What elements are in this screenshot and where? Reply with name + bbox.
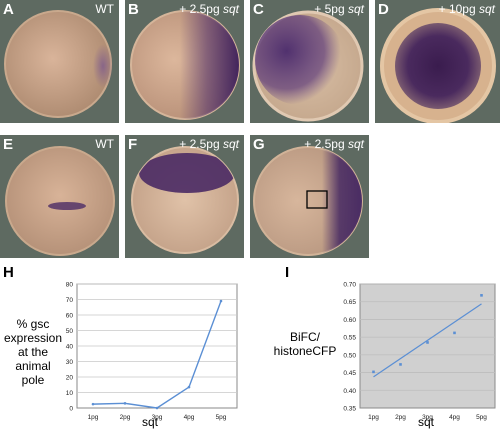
data-point [219,299,223,303]
y-tick-label: 0.70 [343,282,356,289]
y-axis-label-i: BiFC/ histoneCFP [273,330,337,358]
embryo-image-g [253,146,363,256]
panel-a: A WT [0,0,119,123]
x-axis-label-i: sqt [418,415,435,429]
plot-area [359,283,496,409]
panel-caption: + 5pg sqt [314,2,364,16]
chart-i: 0.35 0.40 0.45 0.50 0.55 0.60 0.65 0.70 1pg 2pg 3p… [343,282,496,421]
chart-h: 0 10 20 30 40 50 60 70 80 1pg 2pg 3pg 4pg 5pg [66,282,238,421]
panel-caption: + 2.5pg sqt [304,137,364,151]
data-point [187,385,191,389]
panel-label: G [253,136,265,153]
data-point [91,402,95,406]
y-tick-label: 20 [66,375,74,382]
y-tick-label: 70 [66,297,74,304]
panel-g: G + 2.5pg sqt [250,135,369,258]
x-tick-label: 2pg [120,414,131,421]
panel-f: F + 2.5pg sqt [125,135,244,258]
panel-caption: + 2.5pg sqt [179,137,239,151]
data-point [480,294,483,297]
data-point [372,370,375,374]
y-tick-label: 0 [69,406,73,413]
panel-label: D [378,1,389,18]
embryo-image-f [131,146,239,254]
y-tick-label: 0.50 [343,352,356,359]
y-axis-label-h: % gsc expression at the animal pole [3,317,63,387]
panel-label: E [3,136,14,153]
x-tick-label: 4pg [449,414,460,421]
panel-label: B [128,1,139,18]
embryo-image-a [4,10,113,118]
trend-line [373,303,482,378]
embryo-image-c [252,10,364,122]
y-tick-label: 0.55 [343,335,356,342]
panel-label: F [128,136,138,153]
data-point [399,363,402,366]
y-tick-label: 0.60 [343,317,356,324]
x-tick-label: 1pg [88,414,99,421]
y-tick-label: 0.40 [343,388,356,395]
embryo-image-b [130,10,240,120]
data-point [123,402,127,405]
x-tick-label: 2pg [395,414,406,421]
embryo-image-d [380,8,496,123]
panel-caption: + 10pg sqt [438,2,495,16]
data-point [155,406,159,410]
y-tick-label: 60 [66,313,74,320]
data-point [453,331,456,335]
x-tick-label: 5pg [216,414,227,421]
data-point [426,341,429,344]
x-tick-label: 3pg [152,414,163,421]
panel-b: B + 2.5pg sqt [125,0,244,123]
graph-label-h: H [3,264,14,281]
panel-e: E WT [0,135,119,258]
graph-label-i: I [285,264,290,281]
panel-caption: WT [95,137,114,151]
panel-label: C [253,1,264,18]
x-tick-label: 3pg [422,414,433,421]
panel-d: D + 10pg sqt [375,0,500,123]
x-tick-label: 5pg [476,414,487,421]
embryo-image-e [5,146,115,256]
x-tick-label: 1pg [368,414,379,421]
y-tick-label: 10 [66,390,74,397]
y-tick-label: 40 [66,344,74,351]
y-tick-label: 30 [66,359,74,366]
y-tick-label: 0.65 [343,299,356,306]
y-tick-label: 0.45 [343,370,356,377]
x-axis-label-h: sqt [142,415,159,429]
y-tick-label: 0.35 [343,406,356,413]
panel-caption: WT [95,2,114,16]
y-tick-label: 50 [66,328,74,335]
y-tick-label: 80 [66,282,74,289]
panel-label: A [3,1,14,18]
panel-c: C + 5pg sqt [250,0,369,123]
x-tick-label: 4pg [184,414,195,421]
panel-caption: + 2.5pg sqt [179,2,239,16]
selection-box [306,190,328,209]
